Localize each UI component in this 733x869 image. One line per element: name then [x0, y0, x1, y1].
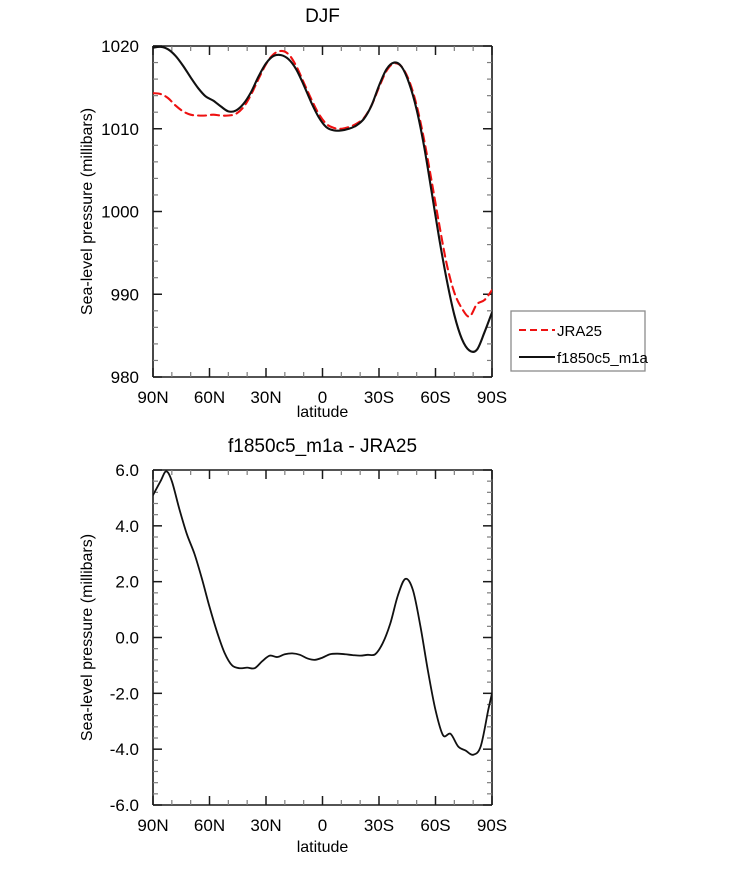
y-tick-label: 990	[111, 285, 139, 304]
x-tick-label: 60N	[194, 816, 225, 835]
y-tick-label: -4.0	[110, 740, 139, 759]
x-tick-label: 90N	[137, 816, 168, 835]
y-tick-label: 2.0	[115, 573, 139, 592]
y-tick-label: 1010	[101, 120, 139, 139]
chart-title: f1850c5_m1a - JRA25	[228, 436, 417, 457]
legend-label-f1850c5-m1a: f1850c5_m1a	[557, 350, 649, 367]
y-tick-label: 4.0	[115, 517, 139, 536]
x-tick-label: 0	[318, 388, 327, 407]
x-tick-label: 60S	[420, 388, 450, 407]
x-axis-title: latitude	[297, 404, 349, 421]
y-tick-label: 0.0	[115, 629, 139, 648]
y-tick-label: 980	[111, 368, 139, 387]
legend-label-jra25: JRA25	[557, 323, 602, 340]
y-axis-title: Sea-level pressure (millibars)	[79, 108, 96, 315]
chart-panel-top-panel: DJF 980 990 1000 1010 1020 90N 60N 30N 0 30S 60S 90S…	[79, 6, 649, 421]
x-tick-label: 0	[318, 816, 327, 835]
x-tick-label: 30S	[364, 388, 394, 407]
y-tick-label: 1020	[101, 37, 139, 56]
x-tick-label: 60N	[194, 388, 225, 407]
y-tick-label: -6.0	[110, 796, 139, 815]
x-tick-label: 60S	[420, 816, 450, 835]
x-tick-label: 30S	[364, 816, 394, 835]
y-tick-label: 1000	[101, 203, 139, 222]
x-tick-label: 90N	[137, 388, 168, 407]
x-tick-label: 90S	[477, 388, 507, 407]
x-tick-label: 30N	[250, 816, 281, 835]
chart-panel-bottom-panel: f1850c5_m1a - JRA25 -6.0 -4.0 -2.0 0.0 2.0 4.0…	[79, 436, 507, 856]
x-axis-title: latitude	[297, 839, 349, 856]
y-tick-label: -2.0	[110, 684, 139, 703]
y-tick-label: 6.0	[115, 461, 139, 480]
legend-box	[510, 310, 646, 372]
x-tick-label: 90S	[477, 816, 507, 835]
series-line-f1850c5-m1a-jra25	[153, 470, 492, 756]
x-tick-label: 30N	[250, 388, 281, 407]
chart-title: DJF	[305, 6, 340, 27]
series-line-jra25	[153, 49, 492, 318]
series-line-f1850c5-m1a	[153, 46, 492, 353]
y-axis-title: Sea-level pressure (millibars)	[79, 534, 96, 741]
